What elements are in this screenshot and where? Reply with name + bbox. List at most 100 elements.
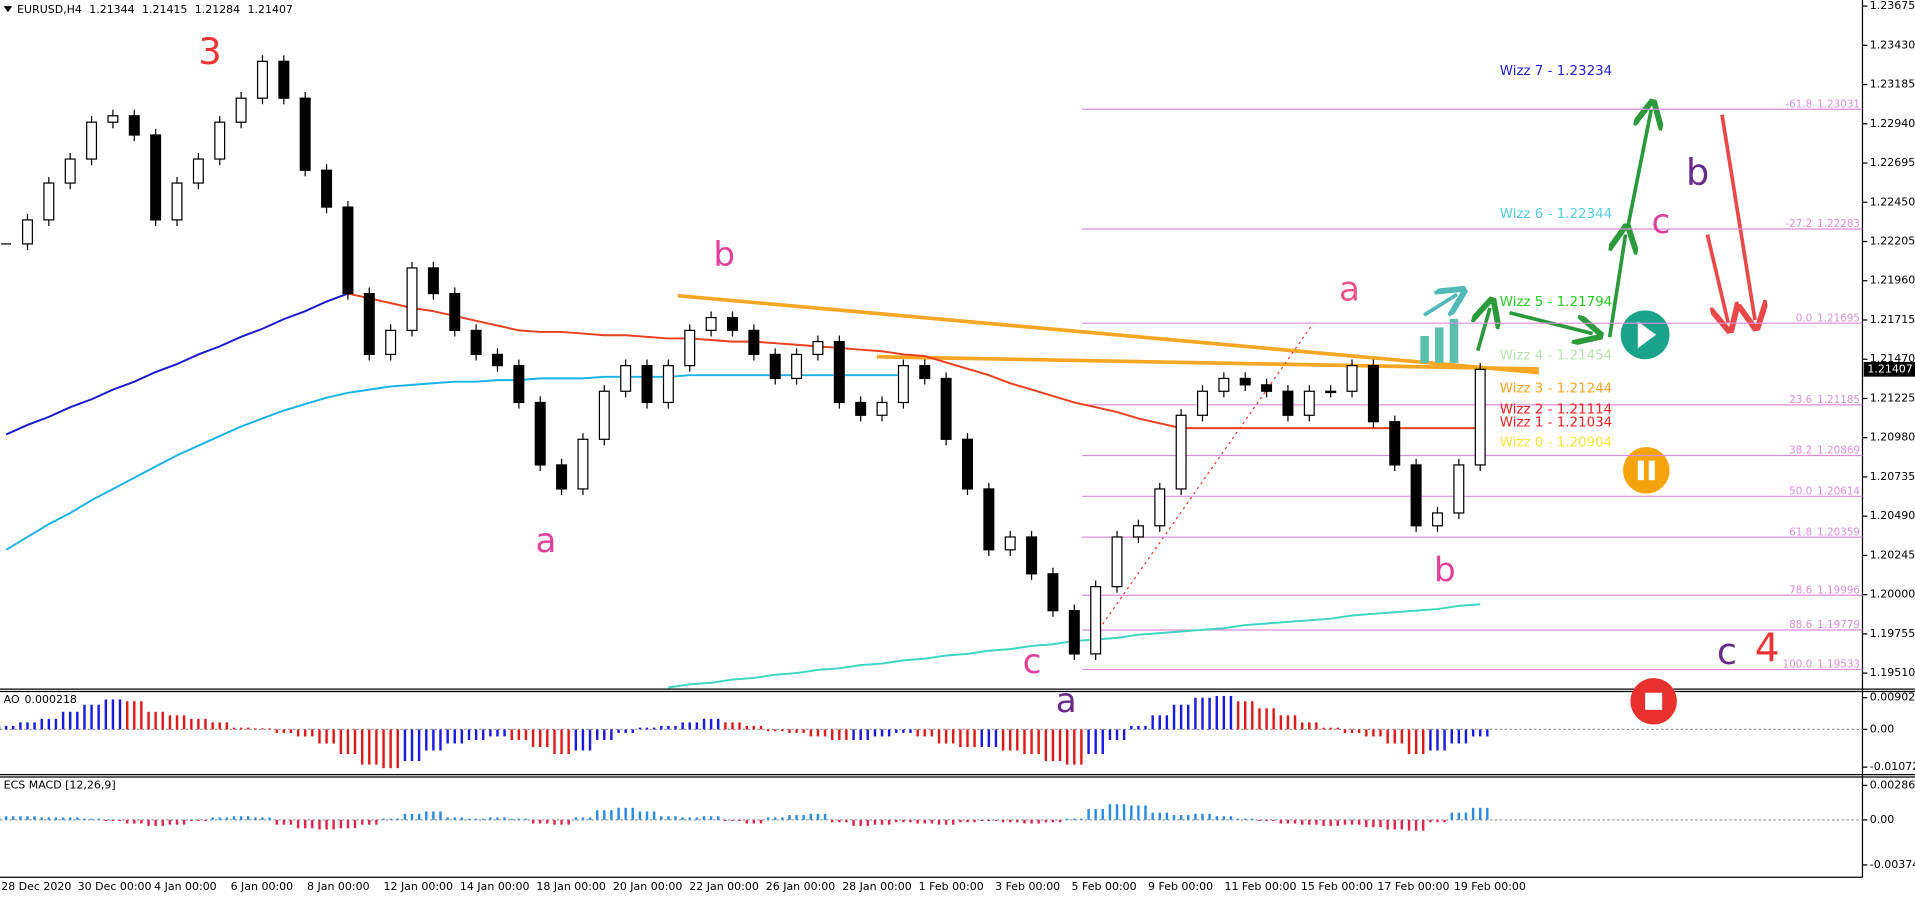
candle	[748, 329, 760, 356]
y-tick-label: 1.19510	[1870, 666, 1915, 679]
fib-price: 1.21695	[1817, 312, 1860, 324]
y-tick-label: 0.00902	[1870, 691, 1915, 704]
candle	[641, 365, 653, 404]
x-tick-label: 18 Jan 00:00	[536, 880, 606, 893]
y-tick-label: 1.20245	[1870, 548, 1915, 561]
candle	[1175, 414, 1187, 490]
y-tick-label: 1.22695	[1870, 156, 1915, 169]
candle	[1239, 377, 1251, 386]
candle	[385, 329, 397, 356]
x-tick-label: 17 Feb 00:00	[1377, 880, 1449, 893]
y-tick-label: 1.21470	[1870, 352, 1915, 365]
y-tick-label: 1.23430	[1870, 38, 1915, 51]
candle	[513, 365, 525, 404]
candle	[1346, 365, 1358, 392]
candle	[577, 438, 589, 490]
dropdown-icon	[3, 6, 13, 13]
candle	[897, 365, 909, 404]
wave-label: a	[1339, 269, 1360, 309]
moving-average	[5, 292, 349, 436]
candle	[662, 365, 674, 404]
wizz-label: Wizz 2 - 1.21114	[1500, 402, 1612, 417]
x-tick-label: 26 Jan 00:00	[766, 880, 836, 893]
candle	[64, 158, 76, 184]
y-tick-label: 1.20980	[1870, 431, 1915, 444]
arrow	[1720, 114, 1755, 320]
candle	[278, 60, 290, 99]
candle	[21, 219, 33, 245]
candle	[150, 134, 162, 221]
arrow	[1423, 294, 1457, 317]
macd-name: ECS MACD [12,26,9]	[4, 779, 116, 792]
fib-level: 100.0	[1783, 659, 1813, 671]
candle	[1367, 365, 1379, 423]
fib-level: -27.2	[1785, 218, 1812, 230]
signal-icon	[1420, 318, 1459, 363]
candle	[556, 464, 568, 490]
macd-header: ECS MACD [12,26,9]	[4, 779, 116, 792]
candle	[876, 401, 888, 416]
trendline	[677, 293, 1540, 375]
x-tick-label: 28 Dec 2020	[1, 880, 71, 893]
candle	[1132, 525, 1144, 538]
y-tick-label: 1.20490	[1870, 509, 1915, 522]
x-tick-label: 6 Jan 00:00	[231, 880, 294, 893]
fib-price: 1.22283	[1817, 218, 1860, 230]
x-tick-label: 9 Feb 00:00	[1148, 880, 1213, 893]
candle	[491, 353, 503, 367]
current-price-box	[1863, 361, 1915, 377]
pause-icon	[1623, 447, 1670, 494]
stop-icon	[1630, 678, 1677, 725]
candle	[855, 401, 867, 416]
wizz-label: Wizz 0 - 1.20904	[1500, 435, 1612, 450]
fib-price: 1.20359	[1817, 526, 1860, 538]
fib-level: -61.8	[1785, 98, 1812, 110]
dotted-trendline	[1098, 323, 1314, 630]
y-tick-label: 0.00	[1870, 813, 1894, 826]
candle	[1196, 390, 1208, 416]
y-tick-label: 1.21960	[1870, 274, 1915, 287]
fib-price: 1.23031	[1817, 98, 1860, 110]
candle	[256, 60, 268, 99]
candle	[833, 340, 845, 404]
candle	[1261, 384, 1273, 392]
fib-price: 1.19533	[1817, 659, 1860, 671]
candle	[726, 316, 738, 332]
candle	[1303, 390, 1315, 416]
arrows	[1423, 110, 1755, 352]
candle	[812, 340, 824, 356]
candle	[791, 353, 803, 380]
candle	[43, 182, 55, 221]
x-tick-label: 19 Feb 00:00	[1454, 880, 1526, 893]
wave-label: a	[1056, 681, 1077, 721]
moving-average	[347, 292, 1481, 430]
wave-label: c	[1717, 630, 1737, 673]
candle	[620, 365, 632, 392]
fib-label: -27.2 1.22283	[1785, 218, 1860, 230]
wizz-label: Wizz 3 - 1.21244	[1500, 382, 1612, 397]
y-tick-label: 0.0028658	[1870, 778, 1915, 791]
fib-level: 78.6	[1789, 584, 1812, 596]
candle	[1068, 610, 1080, 655]
fib-level: 23.6	[1789, 394, 1812, 406]
x-tick-label: 14 Jan 00:00	[460, 880, 530, 893]
fib-price: 1.21185	[1817, 394, 1860, 406]
x-tick-label: 8 Jan 00:00	[307, 880, 370, 893]
candle	[919, 365, 931, 380]
x-tick-label: 28 Jan 00:00	[842, 880, 912, 893]
candle	[342, 206, 354, 295]
wave-label: 3	[198, 30, 221, 73]
x-tick-label: 30 Dec 00:00	[78, 880, 152, 893]
ao-name: AO	[4, 693, 20, 706]
ohlc-value: 1.21284	[195, 3, 240, 16]
candle	[1453, 464, 1465, 514]
wave-label: b	[1686, 151, 1709, 194]
candle	[1111, 536, 1123, 588]
candle	[1090, 586, 1102, 655]
arrow	[1478, 308, 1490, 352]
wizz-label: Wizz 6 - 1.22344	[1500, 207, 1612, 222]
y-tick-label: 1.21715	[1870, 313, 1915, 326]
